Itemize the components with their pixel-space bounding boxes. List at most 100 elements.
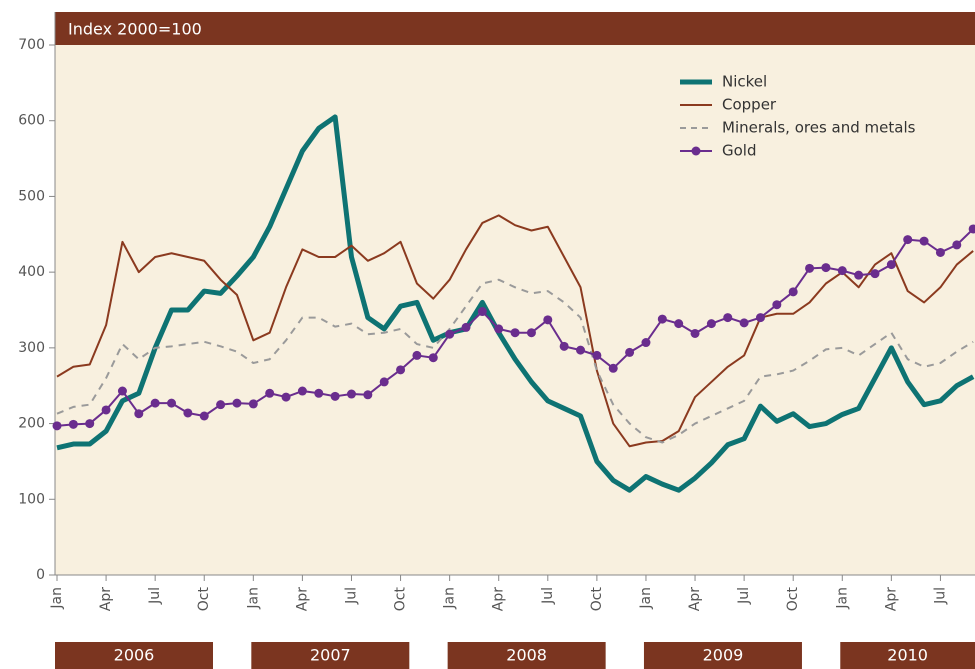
point: [968, 224, 975, 234]
point: [281, 392, 291, 402]
x-tick-label: Jul: [147, 587, 163, 605]
point: [412, 350, 422, 360]
point: [543, 315, 553, 325]
point: [576, 345, 586, 355]
y-tick-label: 300: [18, 340, 45, 356]
year-box: [447, 642, 606, 669]
year-box: [643, 642, 802, 669]
x-tick-label: Jan: [442, 587, 458, 610]
point: [494, 324, 504, 334]
point: [314, 388, 324, 398]
point: [68, 419, 78, 429]
x-tick-label: Jul: [540, 587, 556, 605]
header-bar: [55, 12, 975, 45]
point: [657, 314, 667, 324]
year-label: 2009: [703, 646, 744, 665]
y-tick-label: 200: [18, 416, 45, 432]
x-tick-label: Oct: [589, 587, 605, 612]
subtitle: Index 2000=100: [68, 20, 202, 39]
series-line: [56, 214, 974, 448]
x-tick-label: Oct: [196, 587, 212, 612]
point: [330, 391, 340, 401]
legend-label: Minerals, ores and metals: [722, 119, 916, 137]
x-tick-label: Apr: [98, 587, 114, 611]
point: [52, 421, 62, 431]
point: [183, 408, 193, 418]
point: [445, 329, 455, 339]
point: [461, 322, 471, 332]
x-tick-label: Oct: [393, 587, 409, 612]
point: [837, 266, 847, 276]
y-tick-label: 400: [18, 264, 45, 280]
legend-label: Gold: [722, 142, 757, 160]
point: [265, 388, 275, 398]
y-tick-label: 500: [18, 188, 45, 204]
point: [150, 398, 160, 408]
point: [117, 386, 127, 396]
series-line: [56, 114, 975, 493]
point: [935, 247, 945, 257]
x-tick-label: Oct: [785, 587, 801, 612]
point: [510, 328, 520, 338]
y-tick-label: 600: [18, 113, 45, 129]
point: [755, 313, 765, 323]
year-box: [55, 642, 213, 669]
point: [592, 350, 602, 360]
point: [739, 318, 749, 328]
legend-marker: [691, 146, 701, 156]
point: [690, 328, 700, 338]
x-tick-label: Jan: [245, 587, 261, 610]
point: [608, 363, 618, 373]
point: [625, 347, 635, 357]
point: [903, 235, 913, 245]
series-line: [56, 278, 974, 444]
point: [346, 389, 356, 399]
point: [363, 390, 373, 400]
x-tick-label: Jan: [638, 587, 654, 610]
year-label: 2007: [310, 646, 351, 665]
point: [821, 263, 831, 273]
year-label: 2006: [114, 646, 155, 665]
point: [428, 353, 438, 363]
year-label: 2010: [887, 646, 928, 665]
point: [870, 269, 880, 279]
x-tick-label: Apr: [294, 587, 310, 611]
point: [952, 240, 962, 250]
x-tick-label: Apr: [687, 587, 703, 611]
legend-label: Nickel: [722, 73, 767, 91]
y-tick-label: 100: [18, 491, 45, 507]
point: [477, 307, 487, 317]
x-tick-label: Jan: [49, 587, 65, 610]
point: [805, 263, 815, 273]
point: [559, 341, 569, 351]
point: [723, 313, 733, 323]
point: [167, 398, 177, 408]
point: [232, 398, 242, 408]
point: [641, 338, 651, 348]
point: [526, 328, 536, 338]
point: [788, 287, 798, 297]
point: [85, 419, 95, 429]
point: [101, 405, 111, 415]
point: [199, 411, 209, 421]
plot-area: [55, 12, 975, 575]
point: [216, 400, 226, 410]
point: [854, 270, 864, 280]
x-tick-label: Apr: [883, 587, 899, 611]
point: [248, 399, 258, 409]
point: [706, 319, 716, 329]
point: [919, 236, 929, 246]
y-tick-label: 0: [36, 567, 45, 583]
year-box: [840, 642, 975, 669]
x-tick-label: Jul: [736, 587, 752, 605]
legend-label: Copper: [722, 96, 777, 114]
point: [134, 409, 144, 419]
point: [396, 365, 406, 375]
x-tick-label: Apr: [491, 587, 507, 611]
year-box: [251, 642, 410, 669]
x-tick-label: Jan: [834, 587, 850, 610]
point: [297, 386, 307, 396]
x-tick-label: Jul: [343, 587, 359, 605]
x-tick-label: Jul: [932, 587, 948, 605]
